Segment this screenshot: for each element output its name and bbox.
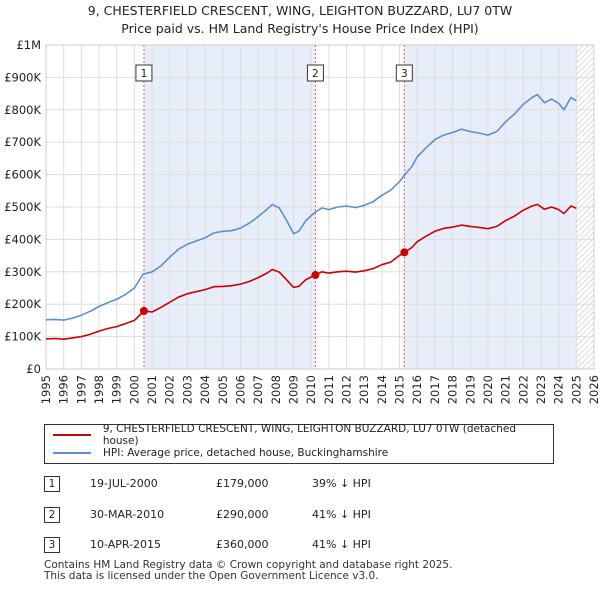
y-tick-label: £500K [4,200,41,214]
sale-marker-box [135,64,153,82]
price-chart: 1 2 3 £0 £100K £200K £300K £400K £500K £600K £700… [4,38,600,404]
x-tick-label: 2013 [357,375,371,404]
legend-property-label: 9, CHESTERFIELD CRESCENT, WING, LEIGHTON… [102,423,517,447]
sale-price: £360,000 [216,538,269,551]
y-tick-label: £900K [4,70,41,84]
x-tick-label: 2007 [251,375,265,404]
footer-line-2: This data is licensed under the Open Gov… [44,570,379,582]
x-tick-label: 2017 [428,375,442,404]
sale-date: 19-JUL-2000 [90,477,158,490]
x-tick-label: 1998 [92,375,106,404]
sale-marker-label: 3 [395,64,413,82]
sale-number: 2 [44,507,60,523]
sale-marker-label: 2 [306,64,324,82]
legend-hpi-swatch [53,452,91,454]
y-tick-label: £0 [26,362,41,376]
footer-line-1: Contains HM Land Registry data © Crown c… [44,559,453,571]
legend-item-property: 9, CHESTERFIELD CRESCENT, WING, LEIGHTON… [53,423,553,447]
x-tick-label: 2018 [446,375,460,404]
sale-hpi-diff: 41% ↓ HPI [312,508,371,521]
sale-number: 1 [44,476,60,492]
x-tick-label: 2022 [516,375,530,404]
x-tick-label: 2016 [410,375,424,404]
x-tick-label: 2026 [587,375,600,404]
sale-marker-box [306,64,324,82]
sale-point [311,271,320,280]
sale-row-1: 1 19-JUL-2000 £179,000 39% ↓ HPI [44,476,564,494]
x-tick-label: 2006 [233,375,247,404]
sale-row-3: 3 10-APR-2015 £360,000 41% ↓ HPI [44,537,564,555]
y-tick-label: £200K [4,297,41,311]
legend: 9, CHESTERFIELD CRESCENT, WING, LEIGHTON… [44,423,554,464]
x-tick-label: 1999 [110,375,124,404]
x-tick-label: 2023 [534,375,548,404]
sale-marker-box [395,64,413,82]
y-tick-label: £700K [4,135,41,149]
sale-marker-number: 3 [401,68,408,80]
x-tick-label: 2008 [269,375,283,404]
sale-date: 30-MAR-2010 [90,508,165,521]
x-tick-label: 1996 [57,375,71,404]
x-tick-label: 2004 [198,375,212,404]
x-tick-label: 2025 [569,375,583,404]
x-tick-label: 2000 [127,375,141,404]
y-tick-label: £600K [4,168,41,182]
x-tick-label: 2015 [393,375,407,404]
x-tick-label: 2010 [304,375,318,404]
x-tick-label: 2001 [145,375,159,404]
chart-title: 9, CHESTERFIELD CRESCENT, WING, LEIGHTON… [0,2,600,38]
x-tick-label: 2003 [180,375,194,404]
title-line-2: Price paid vs. HM Land Registry's House … [121,21,479,36]
legend-property-swatch [53,434,91,436]
y-tick-label: £100K [4,330,41,344]
sale-hpi-diff: 41% ↓ HPI [312,538,371,551]
sale-row-2: 2 30-MAR-2010 £290,000 41% ↓ HPI [44,507,564,525]
x-tick-label: 2002 [163,375,177,404]
x-tick-label: 2012 [340,375,354,404]
sale-marker-label: 1 [135,64,153,82]
legend-item-hpi: HPI: Average price, detached house, Buck… [53,445,388,461]
x-tick-label: 2005 [216,375,230,404]
sale-price: £290,000 [216,508,269,521]
x-tick-label: 2021 [499,375,513,404]
x-tick-label: 2024 [552,375,566,404]
sale-hpi-diff: 39% ↓ HPI [312,477,371,490]
footer: Contains HM Land Registry data © Crown c… [44,560,584,582]
x-tick-label: 2020 [481,375,495,404]
x-tick-label: 2011 [322,375,336,404]
hpi-line [45,93,577,321]
title-line-1: 9, CHESTERFIELD CRESCENT, WING, LEIGHTON… [87,3,513,18]
x-tick-label: 2014 [375,375,389,404]
sale-number: 3 [44,537,60,553]
y-tick-label: £400K [4,232,41,246]
sale-price: £179,000 [216,477,269,490]
sale-marker-number: 1 [141,68,148,80]
sale-point [400,248,409,257]
x-tick-label: 2009 [286,375,300,404]
sale-marker-number: 2 [312,68,319,80]
x-tick-label: 1995 [39,375,53,404]
y-tick-label: £300K [4,265,41,279]
legend-hpi-label: HPI: Average price, detached house, Buck… [103,447,389,459]
sale-date: 10-APR-2015 [90,538,162,551]
x-tick-label: 2019 [463,375,477,404]
y-tick-label: £1M [16,38,41,52]
sale-point [139,307,148,316]
x-tick-label: 1997 [74,375,88,404]
y-tick-label: £800K [4,103,41,117]
plot-border [45,44,595,370]
